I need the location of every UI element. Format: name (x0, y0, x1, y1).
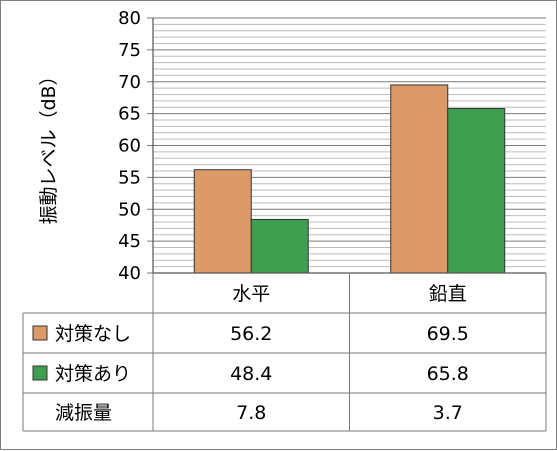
bar-series (193, 84, 506, 274)
legend-key (32, 325, 48, 341)
y-tick-label: 50 (118, 199, 141, 220)
y-tick-label: 40 (118, 263, 141, 284)
bar (193, 169, 252, 274)
y-tick-label: 75 (118, 40, 141, 61)
table-value: 69.5 (427, 323, 469, 345)
y-tick-label: 55 (118, 167, 141, 188)
table-value: 7.8 (236, 402, 266, 424)
y-tick-label: 70 (118, 72, 141, 93)
y-tick-label: 60 (118, 136, 141, 157)
table-value: 3.7 (433, 402, 463, 424)
y-tick-labels: 40 45 50 55 60 65 70 75 80 (118, 8, 141, 284)
y-axis-title: 振動レベル（dB） (38, 66, 60, 224)
legend-label: 対策なし (55, 323, 131, 345)
table-value: 56.2 (230, 323, 272, 345)
table-value: 65.8 (427, 363, 469, 385)
bar (390, 84, 449, 274)
legend-key (32, 365, 48, 381)
table-value: 48.4 (230, 363, 272, 385)
bar (250, 218, 309, 274)
bar (447, 108, 506, 274)
x-category-label: 水平 (232, 283, 270, 305)
y-tick-label: 45 (118, 231, 141, 252)
y-tick-label: 65 (118, 104, 141, 125)
legend-label: 対策あり (55, 363, 131, 385)
x-category-label: 鉛直 (429, 283, 467, 305)
y-tick-label: 80 (118, 8, 141, 29)
table-row-label: 減振量 (55, 402, 112, 424)
